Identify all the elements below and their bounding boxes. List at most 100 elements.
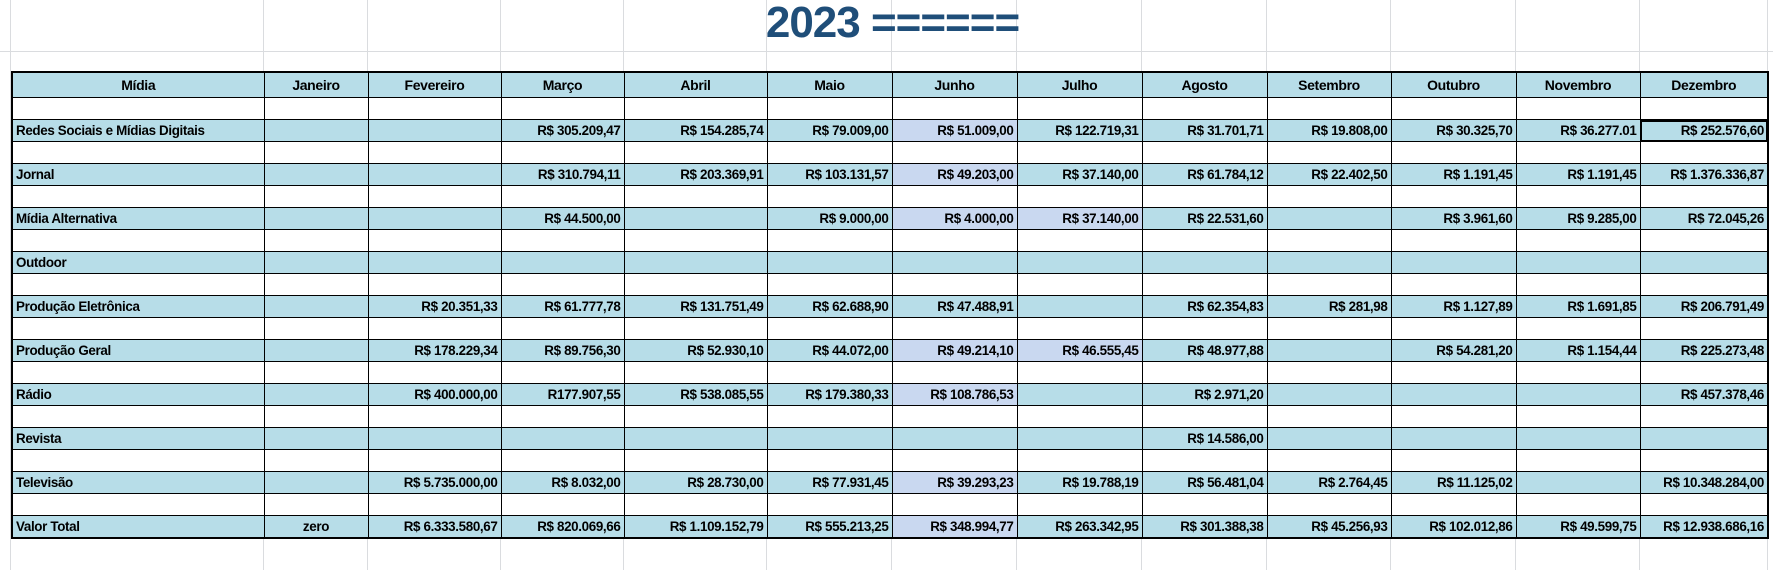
value-cell-setembro[interactable]: R$ 281,98 bbox=[1266, 295, 1392, 318]
empty-cell[interactable] bbox=[766, 229, 893, 252]
empty-cell[interactable] bbox=[500, 493, 625, 516]
empty-cell[interactable] bbox=[891, 449, 1018, 472]
value-cell-junho[interactable] bbox=[891, 427, 1018, 450]
value-cell-maio[interactable]: R$ 79.009,00 bbox=[766, 119, 893, 142]
empty-cell[interactable] bbox=[500, 273, 625, 296]
value-cell-outubro[interactable]: R$ 1.191,45 bbox=[1390, 163, 1517, 186]
value-cell-março[interactable]: R$ 61.777,78 bbox=[500, 295, 625, 318]
empty-cell[interactable] bbox=[11, 493, 265, 516]
value-cell-novembro[interactable] bbox=[1515, 471, 1641, 494]
value-cell-março[interactable]: R177.907,55 bbox=[500, 383, 625, 406]
column-header-junho[interactable]: Junho bbox=[891, 71, 1018, 98]
value-cell-maio[interactable]: R$ 9.000,00 bbox=[766, 207, 893, 230]
empty-cell[interactable] bbox=[367, 449, 502, 472]
empty-cell[interactable] bbox=[1515, 273, 1641, 296]
value-cell-agosto[interactable]: R$ 31.701,71 bbox=[1141, 119, 1268, 142]
value-cell-dezembro[interactable] bbox=[1639, 251, 1769, 274]
empty-cell[interactable] bbox=[891, 317, 1018, 340]
value-cell-janeiro[interactable] bbox=[263, 163, 369, 186]
empty-cell[interactable] bbox=[623, 493, 768, 516]
empty-cell[interactable] bbox=[623, 97, 768, 120]
empty-cell[interactable] bbox=[766, 405, 893, 428]
value-cell-setembro[interactable]: R$ 22.402,50 bbox=[1266, 163, 1392, 186]
empty-cell[interactable] bbox=[1266, 185, 1392, 208]
empty-cell[interactable] bbox=[623, 229, 768, 252]
empty-cell[interactable] bbox=[1515, 229, 1641, 252]
empty-cell[interactable] bbox=[1141, 361, 1268, 384]
value-cell-junho[interactable]: R$ 49.203,00 bbox=[891, 163, 1018, 186]
empty-cell[interactable] bbox=[1016, 273, 1143, 296]
value-cell-agosto[interactable]: R$ 301.388,38 bbox=[1141, 515, 1268, 539]
value-cell-fevereiro[interactable] bbox=[367, 207, 502, 230]
value-cell-dezembro[interactable]: R$ 12.938.686,16 bbox=[1639, 515, 1769, 539]
value-cell-janeiro[interactable] bbox=[263, 383, 369, 406]
empty-cell[interactable] bbox=[623, 317, 768, 340]
empty-cell[interactable] bbox=[11, 97, 265, 120]
column-header-julho[interactable]: Julho bbox=[1016, 71, 1143, 98]
empty-cell[interactable] bbox=[623, 361, 768, 384]
value-cell-dezembro[interactable]: R$ 457.378,46 bbox=[1639, 383, 1769, 406]
value-cell-abril[interactable] bbox=[623, 251, 768, 274]
empty-cell[interactable] bbox=[11, 185, 265, 208]
empty-cell[interactable] bbox=[1266, 273, 1392, 296]
empty-cell[interactable] bbox=[263, 141, 369, 164]
media-name-cell[interactable]: Televisão bbox=[11, 471, 265, 494]
column-header-agosto[interactable]: Agosto bbox=[1141, 71, 1268, 98]
value-cell-julho[interactable]: R$ 37.140,00 bbox=[1016, 207, 1143, 230]
value-cell-julho[interactable] bbox=[1016, 427, 1143, 450]
value-cell-julho[interactable]: R$ 37.140,00 bbox=[1016, 163, 1143, 186]
empty-cell[interactable] bbox=[1016, 141, 1143, 164]
value-cell-abril[interactable]: R$ 52.930,10 bbox=[623, 339, 768, 362]
empty-cell[interactable] bbox=[11, 449, 265, 472]
value-cell-novembro[interactable] bbox=[1515, 251, 1641, 274]
empty-cell[interactable] bbox=[500, 317, 625, 340]
empty-cell[interactable] bbox=[891, 493, 1018, 516]
empty-cell[interactable] bbox=[1639, 229, 1769, 252]
value-cell-abril[interactable]: R$ 1.109.152,79 bbox=[623, 515, 768, 539]
value-cell-agosto[interactable]: R$ 61.784,12 bbox=[1141, 163, 1268, 186]
value-cell-dezembro[interactable]: R$ 1.376.336,87 bbox=[1639, 163, 1769, 186]
value-cell-setembro[interactable]: R$ 19.808,00 bbox=[1266, 119, 1392, 142]
empty-cell[interactable] bbox=[891, 185, 1018, 208]
value-cell-setembro[interactable] bbox=[1266, 339, 1392, 362]
empty-cell[interactable] bbox=[1390, 361, 1517, 384]
value-cell-janeiro[interactable] bbox=[263, 427, 369, 450]
value-cell-março[interactable]: R$ 820.069,66 bbox=[500, 515, 625, 539]
value-cell-setembro[interactable] bbox=[1266, 251, 1392, 274]
value-cell-outubro[interactable] bbox=[1390, 427, 1517, 450]
empty-cell[interactable] bbox=[263, 273, 369, 296]
value-cell-janeiro[interactable] bbox=[263, 251, 369, 274]
value-cell-março[interactable]: R$ 89.756,30 bbox=[500, 339, 625, 362]
value-cell-fevereiro[interactable] bbox=[367, 119, 502, 142]
column-header-mídia[interactable]: Mídia bbox=[11, 71, 265, 98]
value-cell-fevereiro[interactable]: R$ 20.351,33 bbox=[367, 295, 502, 318]
empty-cell[interactable] bbox=[1390, 317, 1517, 340]
value-cell-maio[interactable]: R$ 555.213,25 bbox=[766, 515, 893, 539]
value-cell-dezembro[interactable]: R$ 206.791,49 bbox=[1639, 295, 1769, 318]
empty-cell[interactable] bbox=[1390, 185, 1517, 208]
empty-cell[interactable] bbox=[1515, 97, 1641, 120]
empty-cell[interactable] bbox=[500, 97, 625, 120]
column-header-novembro[interactable]: Novembro bbox=[1515, 71, 1641, 98]
value-cell-outubro[interactable] bbox=[1390, 251, 1517, 274]
value-cell-abril[interactable] bbox=[623, 427, 768, 450]
value-cell-setembro[interactable] bbox=[1266, 427, 1392, 450]
value-cell-novembro[interactable] bbox=[1515, 383, 1641, 406]
empty-cell[interactable] bbox=[500, 361, 625, 384]
value-cell-novembro[interactable]: R$ 9.285,00 bbox=[1515, 207, 1641, 230]
empty-cell[interactable] bbox=[623, 405, 768, 428]
value-cell-novembro[interactable]: R$ 49.599,75 bbox=[1515, 515, 1641, 539]
empty-cell[interactable] bbox=[1016, 405, 1143, 428]
empty-cell[interactable] bbox=[623, 185, 768, 208]
media-name-cell[interactable]: Mídia Alternativa bbox=[11, 207, 265, 230]
value-cell-março[interactable] bbox=[500, 427, 625, 450]
value-cell-junho[interactable]: R$ 49.214,10 bbox=[891, 339, 1018, 362]
value-cell-maio[interactable] bbox=[766, 251, 893, 274]
empty-cell[interactable] bbox=[263, 317, 369, 340]
empty-cell[interactable] bbox=[1515, 361, 1641, 384]
empty-cell[interactable] bbox=[1266, 405, 1392, 428]
empty-cell[interactable] bbox=[1141, 141, 1268, 164]
column-header-março[interactable]: Março bbox=[500, 71, 625, 98]
empty-cell[interactable] bbox=[367, 141, 502, 164]
empty-cell[interactable] bbox=[1390, 493, 1517, 516]
